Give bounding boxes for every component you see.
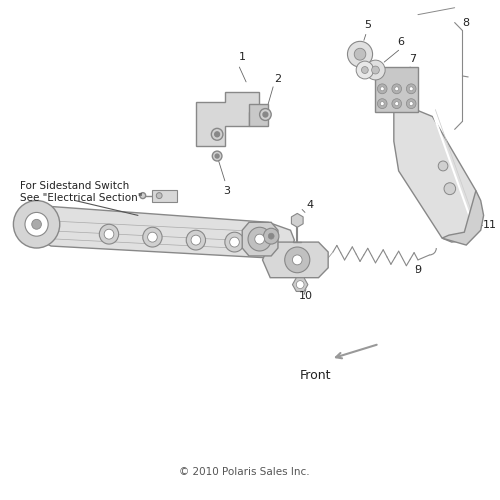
Polygon shape <box>394 106 480 242</box>
Circle shape <box>284 247 310 272</box>
Circle shape <box>395 102 398 105</box>
Text: See "Electrical Section": See "Electrical Section" <box>20 192 142 202</box>
Text: 2: 2 <box>274 74 281 84</box>
Circle shape <box>378 84 387 94</box>
Text: For Sidestand Switch: For Sidestand Switch <box>20 181 130 191</box>
Circle shape <box>378 98 387 108</box>
Circle shape <box>348 42 372 67</box>
Circle shape <box>356 61 374 79</box>
Text: 8: 8 <box>462 18 470 28</box>
Circle shape <box>212 128 223 140</box>
Circle shape <box>25 212 48 236</box>
Circle shape <box>392 98 402 108</box>
Text: 10: 10 <box>299 292 313 302</box>
Circle shape <box>143 228 162 247</box>
Circle shape <box>362 66 368 73</box>
Polygon shape <box>262 242 328 278</box>
Circle shape <box>366 60 385 80</box>
Polygon shape <box>152 190 176 202</box>
Text: Front: Front <box>300 368 331 382</box>
Text: 5: 5 <box>364 20 372 30</box>
Circle shape <box>230 237 239 247</box>
Circle shape <box>191 235 200 245</box>
Circle shape <box>148 232 158 242</box>
Polygon shape <box>29 206 294 258</box>
Circle shape <box>14 200 60 248</box>
Circle shape <box>354 48 366 60</box>
Text: 4: 4 <box>307 200 314 210</box>
Circle shape <box>380 102 384 105</box>
Circle shape <box>255 234 264 244</box>
Circle shape <box>264 228 279 244</box>
Circle shape <box>186 230 206 250</box>
Polygon shape <box>292 278 308 291</box>
Circle shape <box>395 87 398 91</box>
Circle shape <box>410 87 413 91</box>
Circle shape <box>32 220 42 229</box>
Circle shape <box>248 228 271 251</box>
Circle shape <box>372 66 380 74</box>
Circle shape <box>296 280 304 288</box>
Circle shape <box>140 192 145 198</box>
Polygon shape <box>292 214 303 228</box>
Text: 6: 6 <box>397 38 404 48</box>
Circle shape <box>392 84 402 94</box>
Circle shape <box>225 232 244 252</box>
Circle shape <box>268 233 274 239</box>
Circle shape <box>406 98 416 108</box>
Circle shape <box>444 183 456 194</box>
Circle shape <box>104 229 114 239</box>
Circle shape <box>100 224 118 244</box>
Circle shape <box>410 102 413 105</box>
Text: 11: 11 <box>482 220 496 230</box>
Circle shape <box>156 192 162 198</box>
Text: 9: 9 <box>414 264 422 274</box>
Text: © 2010 Polaris Sales Inc.: © 2010 Polaris Sales Inc. <box>179 468 310 477</box>
Polygon shape <box>196 92 258 146</box>
Circle shape <box>214 132 220 137</box>
Circle shape <box>438 161 448 171</box>
Circle shape <box>263 112 268 117</box>
Text: 1: 1 <box>238 52 246 62</box>
Polygon shape <box>442 190 484 245</box>
Polygon shape <box>242 222 278 256</box>
Circle shape <box>406 84 416 94</box>
Circle shape <box>215 154 219 158</box>
Polygon shape <box>249 104 268 126</box>
Circle shape <box>292 255 302 265</box>
Circle shape <box>260 108 271 120</box>
Text: 3: 3 <box>224 186 230 196</box>
Circle shape <box>380 87 384 91</box>
Text: 7: 7 <box>410 54 416 64</box>
Polygon shape <box>374 67 418 112</box>
Circle shape <box>212 151 222 161</box>
